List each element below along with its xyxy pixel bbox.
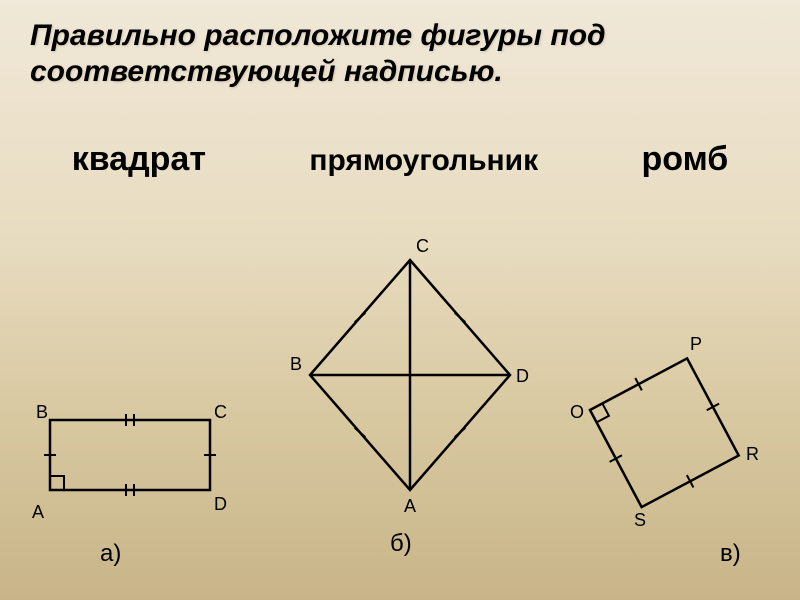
- figure-a-rectangle: B C A D: [30, 400, 230, 540]
- vertex-v-O: O: [570, 402, 584, 422]
- vertex-a-C: C: [214, 402, 227, 422]
- vertex-a-A: A: [32, 502, 44, 522]
- vertex-b-D: D: [516, 366, 529, 386]
- category-labels: квадрат прямоугольник ромб: [0, 140, 800, 179]
- caption-a: а): [100, 540, 121, 568]
- caption-b: б): [390, 530, 412, 558]
- figure-b-rhombus: C D A B: [280, 230, 540, 520]
- caption-v: в): [720, 540, 741, 568]
- title-line-2: соответствующей надписью.: [30, 55, 503, 88]
- vertex-v-R: R: [746, 444, 759, 464]
- figure-v-square: O P R S: [570, 300, 780, 510]
- label-square: квадрат: [72, 140, 206, 179]
- vertex-b-C: C: [416, 236, 429, 256]
- label-rectangle: прямоугольник: [309, 144, 538, 178]
- label-rhombus: ромб: [642, 140, 729, 179]
- vertex-a-B: B: [36, 402, 48, 422]
- title-line-1: Правильно расположите фигуры под: [30, 19, 606, 52]
- vertex-v-P: P: [690, 334, 702, 354]
- vertex-b-B: B: [290, 354, 302, 374]
- vertex-a-D: D: [214, 494, 227, 514]
- vertex-b-A: A: [404, 496, 416, 516]
- vertex-v-S: S: [634, 510, 646, 530]
- page-title: Правильно расположите фигуры под соответ…: [30, 18, 770, 90]
